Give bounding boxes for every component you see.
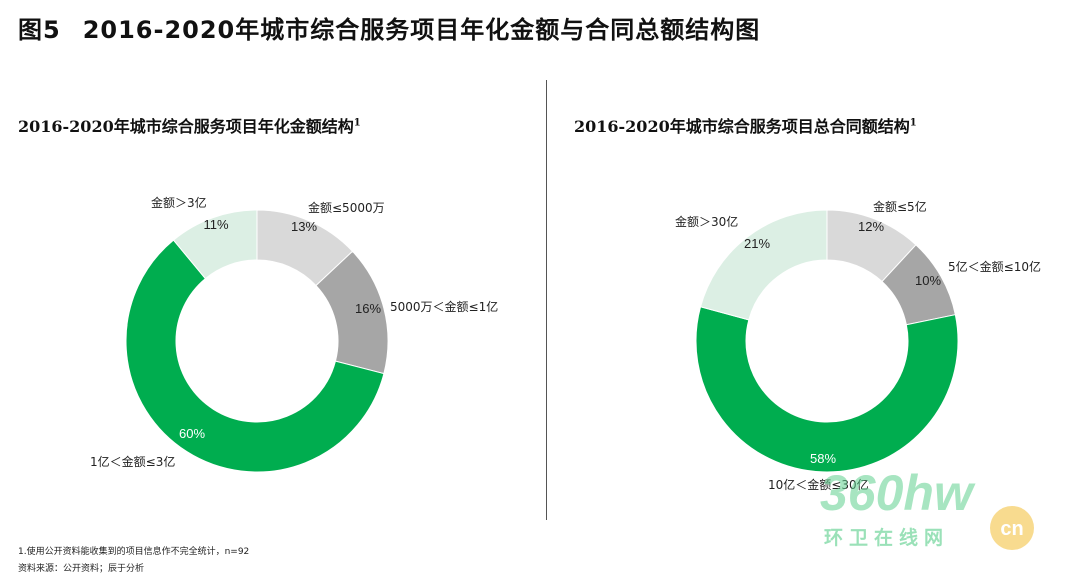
chart-1-title-text: 2016-2020年城市综合服务项目年化金额结构 bbox=[18, 117, 354, 136]
chart-2-slice-2-label: 5亿＜金额≤10亿 bbox=[948, 259, 1041, 274]
chart-2-slice-3-percent: 58% bbox=[810, 451, 836, 466]
chart-1-title: 2016-2020年城市综合服务项目年化金额结构1 bbox=[18, 113, 361, 137]
watermark-tag: cn bbox=[1000, 518, 1023, 540]
chart-2-title-text: 2016-2020年城市综合服务项目总合同额结构 bbox=[574, 117, 910, 136]
chart-2-slice-3 bbox=[695, 306, 959, 473]
figure-label: 图5 bbox=[18, 16, 61, 44]
figure-title: 图5 2016-2020年城市综合服务项目年化金额与合同总额结构图 bbox=[18, 10, 782, 45]
chart-1-slice-3-label: 1亿＜金额≤3亿 bbox=[90, 454, 175, 469]
chart-1-slice-3-percent: 60% bbox=[179, 426, 205, 441]
chart-2-slice-3-label: 10亿＜金额≤30亿 bbox=[768, 477, 869, 492]
chart-2-slice-4-percent: 21% bbox=[744, 236, 770, 251]
chart-1-slice-1-percent: 13% bbox=[291, 219, 317, 234]
chart-divider bbox=[546, 80, 547, 520]
chart-1-slice-4-label: 金额＞3亿 bbox=[151, 195, 207, 210]
watermark-brand: 360hw bbox=[820, 465, 976, 521]
watermark-badge bbox=[990, 506, 1034, 550]
footnote-source: 资料来源：公开资料；辰于分析 bbox=[18, 564, 145, 574]
chart-2-title: 2016-2020年城市综合服务项目总合同额结构1 bbox=[574, 113, 917, 137]
chart-2-slice-1-label: 金额≤5亿 bbox=[873, 199, 927, 214]
chart-2-slice-4 bbox=[699, 209, 828, 321]
chart-1-slice-4-percent: 11% bbox=[203, 217, 228, 232]
footnote-note: 1.使用公开资料能收集到的项目信息作不完全统计，n=92 bbox=[18, 547, 250, 557]
chart-2-slice-1-percent: 12% bbox=[858, 219, 884, 234]
chart-1-slice-2-label: 5000万＜金额≤1亿 bbox=[390, 299, 498, 314]
watermark-subtitle: 环卫在线网 bbox=[824, 526, 949, 549]
chart-1-slice-1-label: 金额≤5000万 bbox=[308, 200, 385, 215]
chart-1-slice-2-percent: 16% bbox=[355, 301, 381, 316]
chart-2-title-sup: 1 bbox=[909, 117, 917, 129]
chart-1-slice-4 bbox=[172, 209, 258, 280]
chart-2-slice-2-percent: 10% bbox=[915, 273, 941, 288]
chart-1-slice-3 bbox=[125, 239, 385, 473]
figure-title-text: 2016-2020年城市综合服务项目年化金额与合同总额结构图 bbox=[82, 16, 761, 44]
watermark-logo: 360hw cn 环卫在线网 bbox=[820, 465, 1034, 550]
chart-2-slice-4-label: 金额＞30亿 bbox=[675, 214, 738, 229]
chart-1-title-sup: 1 bbox=[353, 117, 361, 129]
